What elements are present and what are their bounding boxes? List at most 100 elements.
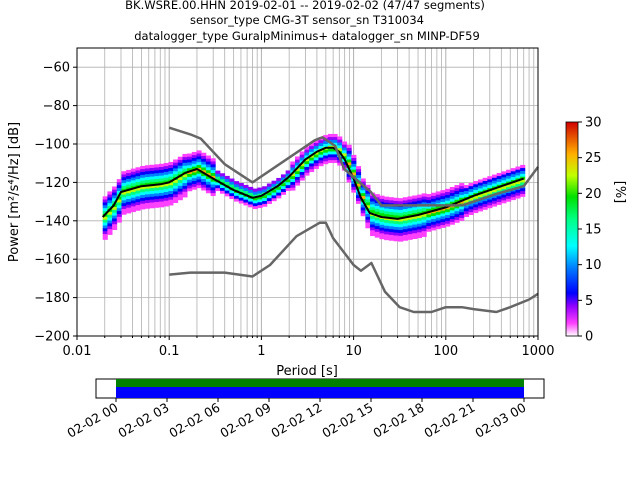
heat-cell: [309, 145, 315, 150]
heat-cell: [515, 189, 521, 193]
heat-cell: [201, 187, 207, 191]
heat-cell: [266, 197, 272, 202]
heat-cell: [402, 220, 408, 224]
heat-cell: [393, 212, 399, 216]
heat-cell: [459, 200, 465, 204]
heat-cell: [116, 196, 122, 200]
x-axis-label: Period [s]: [276, 364, 338, 379]
heat-cell: [370, 229, 376, 234]
heat-cell: [431, 218, 437, 222]
heat-cell: [477, 202, 484, 206]
heat-cell: [177, 194, 183, 198]
heat-cell: [496, 198, 502, 203]
heat-cell: [355, 166, 362, 170]
heat-cell: [187, 156, 193, 160]
heat-cell: [459, 183, 465, 187]
heat-cell: [327, 148, 333, 152]
heat-cell: [463, 210, 469, 215]
heat-cell: [365, 216, 371, 220]
heat-cell: [318, 145, 324, 149]
heat-cell: [144, 188, 151, 192]
heat-cell: [107, 202, 113, 207]
heat-cell: [126, 181, 132, 185]
heat-cell: [355, 174, 362, 178]
heat-cell: [426, 205, 432, 209]
heat-cell: [304, 158, 310, 162]
heat-cell: [379, 236, 385, 240]
heat-cell: [384, 199, 390, 203]
heat-cell: [402, 231, 408, 235]
heat-cell: [370, 201, 376, 205]
heat-cell: [201, 155, 207, 159]
heat-cell: [262, 197, 268, 201]
heat-cell: [388, 234, 394, 238]
heat-cell: [107, 223, 113, 227]
timeline-tick-label: 02-02 00: [64, 400, 120, 441]
heat-cell: [112, 212, 118, 216]
heat-cell: [454, 202, 460, 206]
heat-cell: [323, 135, 329, 139]
heat-cell: [112, 218, 118, 222]
heat-cell: [374, 211, 380, 215]
heat-cell: [473, 204, 479, 208]
heat-cell: [163, 168, 169, 172]
heat-cell: [454, 205, 460, 209]
heat-cell: [454, 196, 460, 200]
heat-cell: [407, 233, 413, 237]
heat-cell: [116, 190, 122, 194]
heat-cell: [351, 163, 357, 167]
heat-cell: [313, 160, 319, 164]
heat-cell: [173, 170, 179, 175]
heat-cell: [121, 197, 127, 201]
heat-cell: [515, 166, 521, 170]
heat-cell: [177, 188, 183, 192]
heat-cell: [149, 196, 155, 200]
heat-cell: [426, 196, 432, 201]
heat-cell: [135, 173, 141, 177]
plot-frame: [76, 47, 539, 337]
heat-cell: [191, 166, 197, 170]
heat-cell: [229, 178, 235, 182]
heat-cell: [351, 189, 357, 193]
heat-cell: [445, 223, 451, 227]
heat-cell: [130, 203, 136, 207]
heat-cell: [144, 199, 151, 203]
heat-cell: [201, 164, 207, 168]
heat-cell: [421, 233, 427, 237]
heat-cell: [327, 159, 333, 164]
heat-cell: [365, 202, 371, 206]
heat-cell: [196, 150, 202, 154]
heat-cell: [454, 190, 460, 194]
heat-cell: [196, 173, 202, 177]
heat-cell: [112, 195, 118, 199]
heat-cell: [435, 220, 441, 224]
x-tick-label: 10: [345, 344, 362, 359]
heat-cell: [140, 186, 146, 190]
heat-cell: [384, 219, 390, 223]
heat-cell: [130, 197, 136, 201]
heat-cell: [149, 164, 155, 168]
heat-cell: [416, 194, 423, 198]
heat-cell: [487, 202, 493, 206]
heat-cell: [506, 192, 512, 196]
heat-cell: [182, 194, 188, 198]
colorbar-label: [%]: [612, 181, 627, 204]
heat-cell: [126, 184, 132, 188]
heat-cell: [196, 161, 202, 166]
heat-cell: [313, 157, 319, 161]
heat-cell: [365, 222, 371, 226]
heat-cell: [121, 202, 127, 207]
heat-cell: [177, 159, 183, 163]
heat-cell: [182, 188, 188, 192]
x-tick-label: 1000: [521, 344, 554, 359]
x-tick-label: 1: [257, 344, 265, 359]
heat-cell: [187, 185, 193, 189]
heat-cell: [130, 171, 136, 175]
heat-cell: [416, 229, 423, 233]
heat-cell: [290, 167, 296, 171]
heat-cell: [407, 216, 413, 220]
heat-cell: [168, 176, 174, 180]
heat-cell: [126, 207, 132, 211]
heat-cell: [393, 229, 399, 233]
heat-cell: [435, 217, 441, 221]
